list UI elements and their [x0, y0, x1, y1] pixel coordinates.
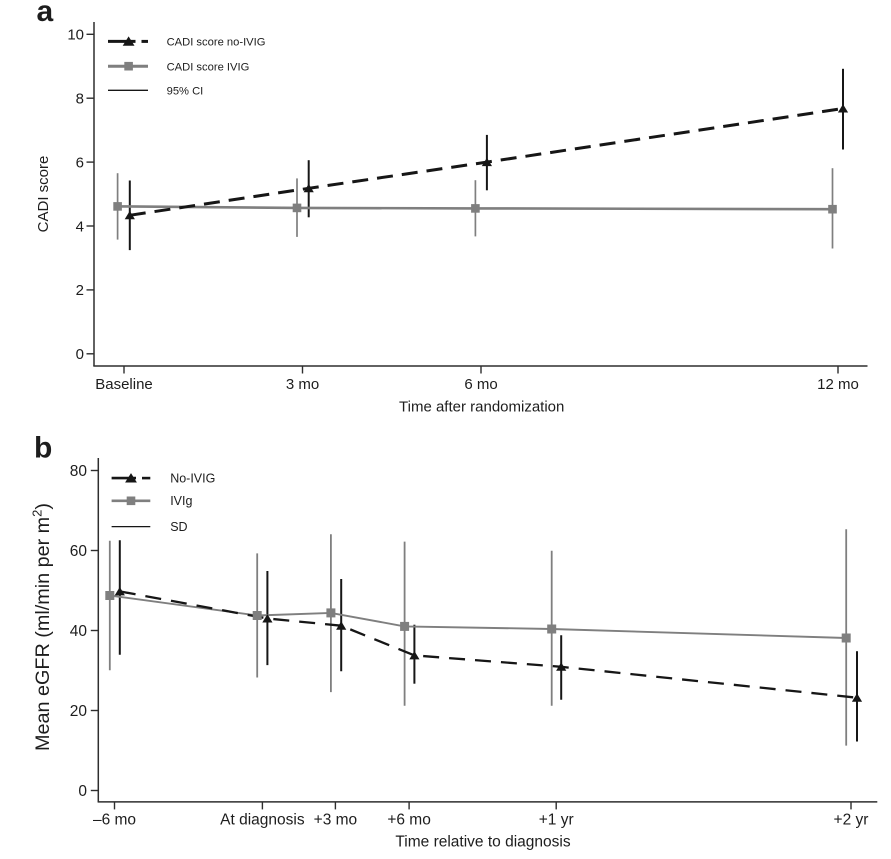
svg-text:CADI score: CADI score [35, 156, 52, 233]
svg-text:12 mo: 12 mo [817, 376, 859, 393]
svg-text:IVIg: IVIg [170, 494, 192, 508]
svg-text:6 mo: 6 mo [464, 376, 497, 393]
svg-text:2: 2 [76, 282, 84, 299]
svg-text:–6 mo: –6 mo [93, 812, 136, 829]
svg-text:10: 10 [67, 27, 84, 44]
svg-text:0: 0 [76, 346, 84, 363]
svg-text:+6 mo: +6 mo [387, 812, 431, 829]
svg-text:+1 yr: +1 yr [539, 812, 574, 829]
svg-text:SD: SD [170, 520, 187, 534]
svg-text:60: 60 [70, 543, 88, 560]
svg-text:CADI score no-IVIG: CADI score no-IVIG [167, 37, 266, 49]
svg-text:95% CI: 95% CI [167, 86, 204, 98]
svg-text:80: 80 [70, 463, 88, 480]
svg-text:20: 20 [70, 703, 88, 720]
svg-text:Time after randomization: Time after randomization [399, 399, 564, 416]
svg-text:Baseline: Baseline [95, 376, 153, 393]
svg-text:CADI score IVIG: CADI score IVIG [167, 61, 250, 73]
svg-text:6: 6 [76, 154, 84, 171]
svg-text:+2 yr: +2 yr [834, 812, 869, 829]
svg-text:3 mo: 3 mo [286, 376, 319, 393]
svg-text:+3 mo: +3 mo [314, 812, 358, 829]
svg-text:No-IVIG: No-IVIG [170, 471, 215, 485]
svg-text:Mean eGFR (ml/min per m2): Mean eGFR (ml/min per m2) [30, 503, 55, 751]
svg-text:At diagnosis: At diagnosis [220, 812, 305, 829]
svg-text:4: 4 [76, 218, 84, 235]
svg-text:b: b [34, 432, 52, 465]
svg-text:a: a [37, 0, 54, 28]
svg-text:0: 0 [78, 783, 87, 800]
svg-text:Time relative to diagnosis: Time relative to diagnosis [395, 834, 570, 851]
svg-text:40: 40 [70, 623, 88, 640]
svg-text:8: 8 [76, 91, 84, 108]
